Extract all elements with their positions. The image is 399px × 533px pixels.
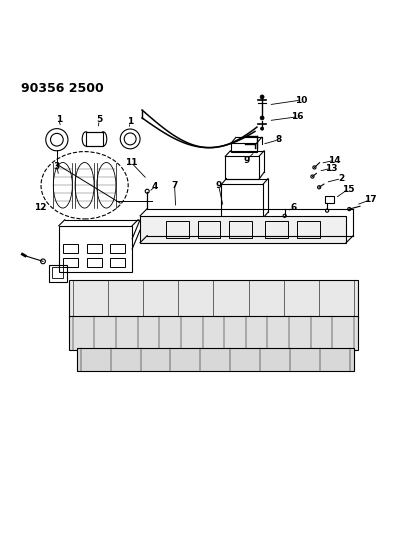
Bar	[63, 258, 78, 266]
Bar	[59, 225, 132, 272]
Bar	[87, 258, 102, 266]
Bar	[111, 244, 125, 253]
Text: 1: 1	[56, 115, 62, 124]
Text: 6: 6	[291, 204, 297, 212]
Text: 12: 12	[34, 204, 46, 212]
Text: 15: 15	[342, 185, 354, 193]
Bar	[140, 216, 346, 243]
Bar	[265, 221, 288, 238]
Bar	[296, 221, 320, 238]
Bar	[198, 221, 221, 238]
Bar	[225, 156, 259, 179]
Bar	[49, 264, 67, 282]
Text: 2: 2	[338, 174, 344, 183]
Text: 9: 9	[243, 156, 249, 165]
Text: 90356 2500: 90356 2500	[21, 82, 104, 95]
Bar	[229, 221, 252, 238]
Text: 1: 1	[127, 117, 133, 126]
Text: 3: 3	[54, 162, 60, 171]
Bar	[166, 221, 189, 238]
Text: 5: 5	[96, 116, 103, 124]
Circle shape	[260, 116, 264, 120]
Text: 7: 7	[171, 181, 178, 190]
Bar	[52, 266, 63, 278]
Text: 17: 17	[363, 196, 376, 205]
Bar	[77, 348, 354, 372]
Text: 13: 13	[325, 164, 337, 173]
Bar	[69, 280, 358, 318]
Circle shape	[261, 127, 264, 130]
Circle shape	[260, 95, 264, 99]
Bar	[231, 143, 257, 151]
Bar	[326, 196, 334, 203]
Text: 16: 16	[292, 112, 304, 121]
Text: 11: 11	[125, 158, 138, 167]
Bar	[86, 132, 103, 146]
Bar	[221, 184, 263, 218]
Text: 10: 10	[295, 95, 307, 104]
Bar	[87, 244, 102, 253]
Bar	[111, 258, 125, 266]
Text: 8: 8	[276, 135, 282, 144]
Bar	[69, 316, 358, 350]
Bar	[63, 244, 78, 253]
Text: 9: 9	[215, 181, 222, 190]
Text: 4: 4	[152, 182, 158, 191]
Text: 14: 14	[328, 156, 340, 165]
